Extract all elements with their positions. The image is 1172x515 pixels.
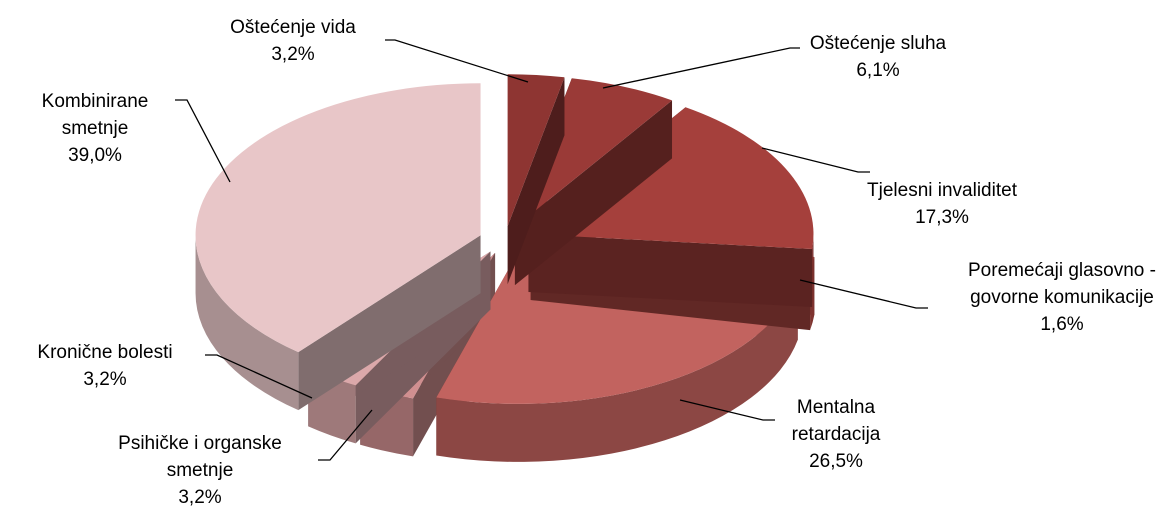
category-name: Psihičke i organske smetnje	[118, 433, 282, 481]
category-name: Kombinirane smetnje	[41, 91, 149, 139]
slice-label: Kronične bolesti 3,2%	[5, 339, 205, 393]
slice	[195, 83, 481, 411]
pie	[195, 74, 815, 462]
slice	[514, 78, 673, 228]
value-label: 3,2%	[178, 487, 222, 508]
slice-label: Kombinirane smetnje 39,0%	[25, 88, 165, 169]
category-name: Poremećaji glasovno - govorne komunikaci…	[968, 260, 1156, 308]
category-name: Oštećenje vida	[230, 17, 356, 38]
slice-side	[298, 235, 481, 411]
leader-lines	[175, 39, 928, 461]
slice-label: Psihičke i organske smetnje 3,2%	[90, 430, 310, 511]
slice-wall	[436, 281, 798, 462]
leader-line	[679, 399, 775, 421]
category-name: Tjelesni invaliditet	[867, 180, 1017, 201]
value-label: 17,3%	[915, 207, 969, 228]
category-name: Mentalna retardacija	[791, 397, 881, 445]
category-name: Oštećenje sluha	[809, 33, 947, 54]
leader-line	[175, 99, 231, 183]
slice	[507, 74, 565, 227]
leader-line	[385, 39, 529, 83]
leader-line	[602, 47, 800, 89]
slice-label: Tjelesni invaliditet 17,3%	[842, 177, 1042, 231]
leader-line	[318, 409, 373, 461]
value-label: 6,1%	[856, 60, 900, 81]
leader-line	[799, 279, 928, 309]
value-label: 39,0%	[68, 145, 122, 166]
slice	[195, 83, 481, 353]
value-label: 3,2%	[83, 369, 127, 390]
slice-side	[514, 100, 673, 286]
slice-wall	[812, 234, 814, 308]
slice-wall	[195, 235, 299, 411]
category-name: Kronične bolesti	[37, 342, 173, 363]
slice-label: Mentalna retardacija 26,5%	[771, 394, 901, 475]
slice-side	[528, 234, 813, 308]
slice-label: Poremećaji glasovno - govorne komunikaci…	[962, 257, 1162, 338]
value-label: 1,6%	[1040, 314, 1084, 335]
slice	[507, 74, 565, 285]
slice-side	[507, 77, 565, 285]
leader-line	[205, 354, 313, 399]
value-label: 26,5%	[809, 451, 863, 472]
slice-label: Oštećenje sluha 6,1%	[778, 30, 978, 84]
leader-line	[761, 147, 870, 173]
value-label: 3,2%	[271, 44, 315, 65]
slice-label: Oštećenje vida 3,2%	[193, 14, 393, 68]
